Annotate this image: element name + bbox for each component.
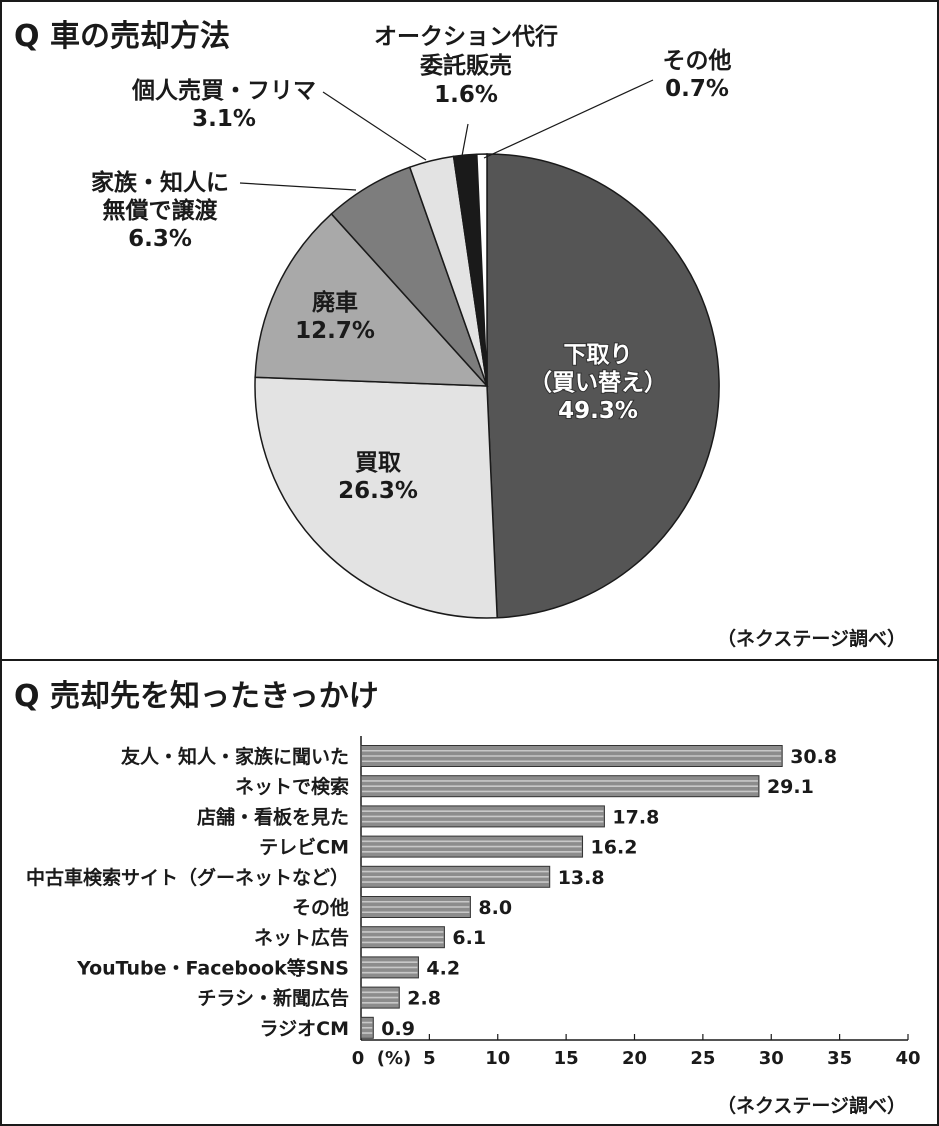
bar-value-label: 6.1 bbox=[452, 927, 486, 949]
bar-category-label: 店舗・看板を見た bbox=[197, 805, 349, 828]
x-tick-label: 15 bbox=[554, 1048, 579, 1069]
pie-slice-label: 個人売買・フリマ 3.1% bbox=[131, 78, 316, 132]
bar-category-label: ラジオCM bbox=[260, 1018, 349, 1040]
pie-labels: 下取り（買い替え） 49.3% 買取 26.3% 廃車 12.7% 家族・知人に無償で譲渡 6… bbox=[91, 23, 732, 504]
bar-value-label: 30.8 bbox=[790, 746, 837, 768]
bar-value-label: 0.9 bbox=[381, 1018, 415, 1040]
x-tick-label: 0 bbox=[352, 1048, 365, 1069]
x-tick-label: 10 bbox=[485, 1048, 510, 1069]
bar-category-label: 友人・知人・家族に聞いた bbox=[121, 745, 349, 768]
pie-slice bbox=[254, 212, 489, 387]
bar-category-label: YouTube・Facebook等SNS bbox=[76, 956, 349, 979]
pie-slices bbox=[254, 153, 720, 619]
bar-unit-label: (%) bbox=[377, 1048, 412, 1069]
x-tick-label: 40 bbox=[895, 1048, 920, 1069]
bar-bars bbox=[360, 745, 783, 1039]
x-tick-label: 5 bbox=[423, 1048, 436, 1069]
leader-line bbox=[322, 91, 427, 161]
bar-value-label: 2.8 bbox=[407, 988, 441, 1010]
pie-slice-label: その他 0.7% bbox=[663, 48, 732, 102]
x-tick-label: 25 bbox=[690, 1048, 715, 1069]
bar-category-label: ネットで検索 bbox=[235, 775, 349, 798]
leader-line bbox=[461, 123, 469, 157]
bar-value-labels: 30.8 29.1 17.8 16.2 13.8 8.0 6.1 4.2 2.8 0.9 bbox=[381, 746, 837, 1040]
leader-line bbox=[483, 79, 654, 159]
bar-value-label: 16.2 bbox=[591, 837, 638, 859]
pie-slice bbox=[254, 376, 498, 619]
bar-source: （ネクステージ調べ） bbox=[717, 1094, 906, 1117]
pie-slice-label: 家族・知人に無償で譲渡 6.3% bbox=[91, 169, 229, 252]
leader-line bbox=[239, 182, 357, 191]
pie-slice bbox=[486, 153, 720, 619]
bar-category-label: チラシ・新聞広告 bbox=[197, 987, 349, 1010]
bar-category-label: 中古車検索サイト（グーネットなど） bbox=[26, 866, 349, 889]
pie-source: （ネクステージ調べ） bbox=[717, 627, 906, 650]
bar-tick-labels: 0 5 10 15 20 25 30 35 40 bbox=[352, 1048, 921, 1069]
pie-slice-label: 下取り（買い替え） 49.3% bbox=[529, 342, 667, 424]
bar-value-label: 8.0 bbox=[478, 897, 512, 919]
bar-category-label: テレビCM bbox=[259, 837, 349, 859]
bar-value-label: 17.8 bbox=[612, 806, 659, 828]
bar-value-label: 13.8 bbox=[558, 867, 605, 889]
pie-slice-label: 買取 26.3% bbox=[338, 450, 418, 504]
pie-slice-label: 廃車 12.7% bbox=[295, 289, 375, 344]
x-tick-label: 30 bbox=[759, 1048, 784, 1069]
bar-value-label: 29.1 bbox=[767, 776, 814, 798]
pie-slice-label: オークション代行委託販売 1.6% bbox=[374, 23, 558, 108]
x-tick-label: 35 bbox=[827, 1048, 852, 1069]
bar-value-label: 4.2 bbox=[426, 957, 460, 979]
bar-category-label: その他 bbox=[292, 896, 349, 919]
x-tick-label: 20 bbox=[622, 1048, 647, 1069]
bar-title: Q 売却先を知ったきっかけ bbox=[14, 679, 379, 714]
pie-slice bbox=[476, 153, 488, 387]
bar-category-label: ネット広告 bbox=[254, 926, 349, 949]
pie-title: Q 車の売却方法 bbox=[14, 19, 230, 54]
pie-leader-lines bbox=[239, 79, 654, 191]
